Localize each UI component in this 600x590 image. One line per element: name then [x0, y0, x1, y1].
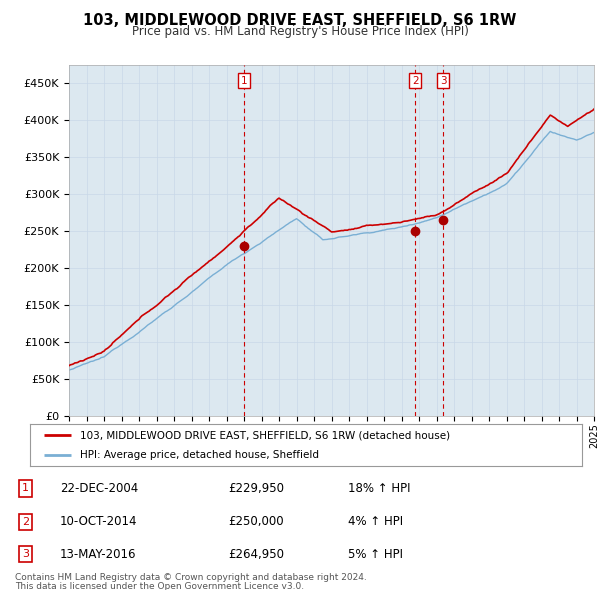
Text: Price paid vs. HM Land Registry's House Price Index (HPI): Price paid vs. HM Land Registry's House … — [131, 25, 469, 38]
Text: 13-MAY-2016: 13-MAY-2016 — [60, 548, 137, 560]
Text: This data is licensed under the Open Government Licence v3.0.: This data is licensed under the Open Gov… — [15, 582, 304, 590]
Text: £229,950: £229,950 — [228, 482, 284, 495]
Text: 2: 2 — [412, 76, 418, 86]
Text: 1: 1 — [22, 483, 29, 493]
Text: 103, MIDDLEWOOD DRIVE EAST, SHEFFIELD, S6 1RW (detached house): 103, MIDDLEWOOD DRIVE EAST, SHEFFIELD, S… — [80, 430, 450, 440]
Text: 18% ↑ HPI: 18% ↑ HPI — [348, 482, 410, 495]
Text: £264,950: £264,950 — [228, 548, 284, 560]
Text: Contains HM Land Registry data © Crown copyright and database right 2024.: Contains HM Land Registry data © Crown c… — [15, 573, 367, 582]
Text: 2: 2 — [22, 517, 29, 527]
Text: 10-OCT-2014: 10-OCT-2014 — [60, 515, 137, 529]
Text: 3: 3 — [22, 549, 29, 559]
Text: HPI: Average price, detached house, Sheffield: HPI: Average price, detached house, Shef… — [80, 450, 319, 460]
Text: 103, MIDDLEWOOD DRIVE EAST, SHEFFIELD, S6 1RW: 103, MIDDLEWOOD DRIVE EAST, SHEFFIELD, S… — [83, 13, 517, 28]
Text: 22-DEC-2004: 22-DEC-2004 — [60, 482, 138, 495]
Text: £250,000: £250,000 — [228, 515, 284, 529]
Text: 5% ↑ HPI: 5% ↑ HPI — [348, 548, 403, 560]
Text: 3: 3 — [440, 76, 446, 86]
Text: 1: 1 — [241, 76, 247, 86]
Text: 4% ↑ HPI: 4% ↑ HPI — [348, 515, 403, 529]
